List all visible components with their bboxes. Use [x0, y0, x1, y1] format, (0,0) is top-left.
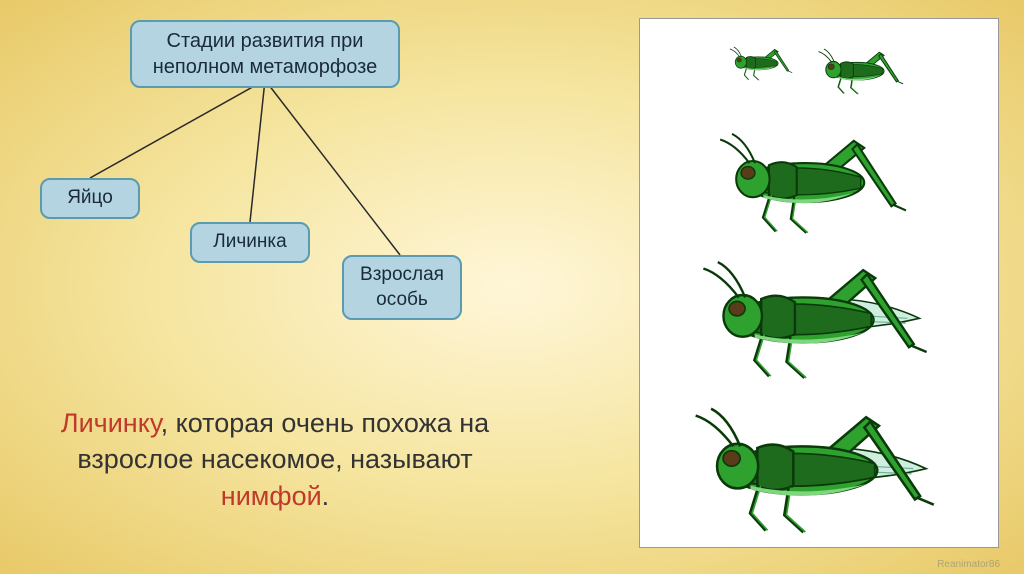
- watermark: Reanimator86: [937, 559, 1000, 570]
- illustration-top-row: [650, 37, 988, 99]
- larva-label: Личинка: [213, 230, 286, 255]
- caption-accent-2: нимфой: [221, 481, 322, 511]
- caption-tail: .: [322, 481, 330, 511]
- grasshopper-stage-5: [659, 383, 979, 537]
- caption-text: Личинку, которая очень похожа на взросло…: [40, 405, 510, 514]
- adult-label: Взрослая особь: [358, 263, 446, 312]
- grasshopper-stage-2: [816, 37, 911, 99]
- root-box: Стадии развития принеполном метаморфозе: [130, 20, 400, 88]
- caption-accent-1: Личинку: [61, 408, 161, 438]
- grasshopper-stage-4: [679, 238, 959, 383]
- root-label: Стадии развития принеполном метаморфозе: [153, 28, 378, 80]
- illustration-panel: [639, 18, 999, 548]
- larva-box: Личинка: [190, 222, 310, 263]
- grasshopper-stage-1: [728, 37, 798, 85]
- egg-box: Яйцо: [40, 178, 140, 219]
- egg-label: Яйцо: [67, 186, 113, 211]
- adult-box: Взрослая особь: [342, 255, 462, 320]
- grasshopper-stage-3: [704, 113, 934, 238]
